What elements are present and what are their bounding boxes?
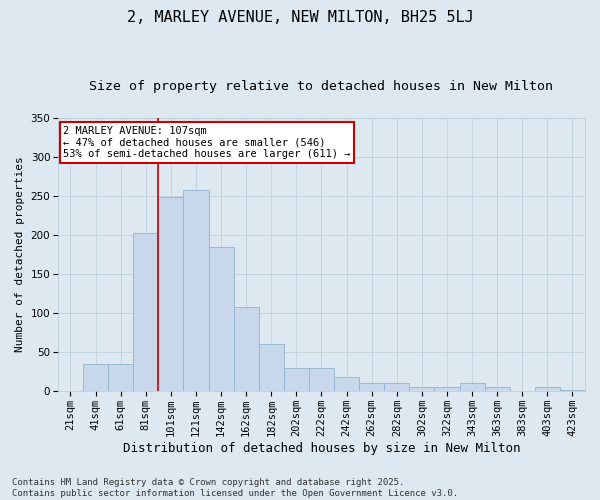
X-axis label: Distribution of detached houses by size in New Milton: Distribution of detached houses by size … [123,442,520,455]
Bar [309,368,334,392]
Bar [560,390,585,392]
Bar [434,388,460,392]
Text: 2 MARLEY AVENUE: 107sqm
← 47% of detached houses are smaller (546)
53% of semi-d: 2 MARLEY AVENUE: 107sqm ← 47% of detache… [63,126,351,159]
Bar [184,190,209,392]
Title: Size of property relative to detached houses in New Milton: Size of property relative to detached ho… [89,80,553,93]
Bar [359,384,384,392]
Bar [233,307,259,392]
Bar [409,388,434,392]
Bar [158,198,184,392]
Bar [334,377,359,392]
Bar [535,388,560,392]
Bar [108,364,133,392]
Bar [83,364,108,392]
Bar [485,388,510,392]
Y-axis label: Number of detached properties: Number of detached properties [15,156,25,352]
Bar [460,384,485,392]
Bar [133,234,158,392]
Text: Contains HM Land Registry data © Crown copyright and database right 2025.
Contai: Contains HM Land Registry data © Crown c… [12,478,458,498]
Bar [259,344,284,392]
Bar [209,246,233,392]
Text: 2, MARLEY AVENUE, NEW MILTON, BH25 5LJ: 2, MARLEY AVENUE, NEW MILTON, BH25 5LJ [127,10,473,25]
Bar [284,368,309,392]
Bar [384,384,409,392]
